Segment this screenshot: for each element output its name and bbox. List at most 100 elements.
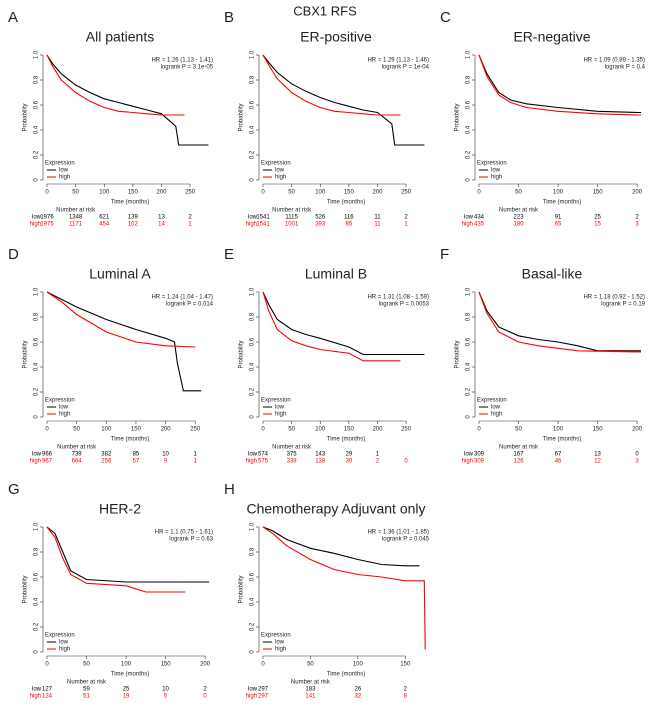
annotation: logrank P = 0.0053 xyxy=(379,302,430,308)
legend-label: high xyxy=(59,175,70,181)
x-tick-label: 200 xyxy=(372,190,383,196)
risk-count: 1348 xyxy=(69,215,83,221)
risk-count: 13 xyxy=(594,452,601,458)
y-tick-label: 0.6 xyxy=(250,572,256,581)
annotation: HR = 1.24 (1.04 - 1.47) xyxy=(151,295,213,301)
panel-title: HER-2 xyxy=(99,501,141,517)
survival-curve xyxy=(478,54,641,116)
y-axis-label: Probability xyxy=(239,340,245,368)
risk-row-label: low xyxy=(464,215,474,221)
risk-count: 3 xyxy=(635,459,639,465)
legend-title: Expression xyxy=(261,161,291,167)
x-tick-label: 0 xyxy=(45,427,49,433)
x-tick-label: 150 xyxy=(128,190,139,196)
risk-count: 15 xyxy=(594,222,601,228)
x-tick-label: 0 xyxy=(261,190,265,196)
y-tick-label: 0 xyxy=(466,178,472,182)
legend-title: Expression xyxy=(477,161,507,167)
x-tick-label: 50 xyxy=(307,662,314,668)
y-tick-label: 1.0 xyxy=(250,522,256,531)
y-tick-label: 0 xyxy=(466,415,472,419)
x-axis-label: Time (months) xyxy=(111,437,149,443)
risk-count: 575 xyxy=(258,459,269,465)
survival-curve xyxy=(46,291,196,348)
y-axis-label: Probability xyxy=(23,575,29,603)
legend-label: low xyxy=(275,640,285,646)
risk-count: 297 xyxy=(258,694,269,700)
legend-title: Expression xyxy=(45,398,75,404)
y-tick-label: 0.6 xyxy=(34,100,40,109)
risk-count: 382 xyxy=(101,452,112,458)
annotation: logrank P = 0.4 xyxy=(605,65,646,71)
panel-title: All patients xyxy=(86,29,154,45)
panel-title: Chemotherapy Adjuvant only xyxy=(247,501,426,517)
legend-label: low xyxy=(59,405,69,411)
risk-count: 26 xyxy=(355,687,362,693)
risk-count: 139 xyxy=(128,215,139,221)
risk-count: 14 xyxy=(158,222,165,228)
risk-title: Number at risk xyxy=(499,445,539,451)
risk-title: Number at risk xyxy=(499,208,539,214)
risk-count: 11 xyxy=(374,215,381,221)
y-tick-label: 1.0 xyxy=(34,522,40,531)
risk-row-label: high xyxy=(30,694,41,700)
risk-title: Number at risk xyxy=(67,680,107,686)
panel-letter: C xyxy=(440,9,451,26)
annotation: logrank P = 0.045 xyxy=(382,537,430,543)
risk-count: 57 xyxy=(133,459,140,465)
x-tick-label: 150 xyxy=(593,427,604,433)
risk-count: 1171 xyxy=(69,222,83,228)
panel-letter: A xyxy=(8,9,18,26)
y-tick-label: 0.8 xyxy=(466,75,472,84)
figure-title: CBX1 RFS xyxy=(293,3,357,18)
x-tick-label: 50 xyxy=(288,427,295,433)
legend-label: high xyxy=(491,175,502,181)
y-tick-label: 0.2 xyxy=(466,150,472,159)
y-tick-label: 0.8 xyxy=(34,75,40,84)
y-tick-label: 0.6 xyxy=(34,572,40,581)
y-tick-label: 0.2 xyxy=(34,387,40,396)
risk-count: 1 xyxy=(404,222,408,228)
risk-count: 0 xyxy=(404,459,408,465)
x-tick-label: 0 xyxy=(261,662,265,668)
risk-count: 29 xyxy=(346,452,353,458)
x-tick-label: 150 xyxy=(131,427,142,433)
risk-title: Number at risk xyxy=(57,445,97,451)
x-tick-label: 100 xyxy=(121,662,132,668)
annotation: logrank P = 1e-04 xyxy=(382,65,430,71)
y-axis-label: Probability xyxy=(455,103,461,131)
panel-letter: F xyxy=(440,246,449,263)
risk-count: 375 xyxy=(287,452,298,458)
risk-row-label: high xyxy=(30,222,41,228)
x-tick-label: 0 xyxy=(477,190,481,196)
x-tick-label: 200 xyxy=(632,427,643,433)
risk-title: Number at risk xyxy=(56,208,96,214)
risk-count: 5 xyxy=(164,694,168,700)
y-tick-label: 0.4 xyxy=(34,362,40,371)
risk-count: 1976 xyxy=(40,215,54,221)
y-tick-label: 0 xyxy=(250,650,256,654)
y-tick-label: 1.0 xyxy=(250,287,256,296)
survival-curve xyxy=(46,526,209,583)
annotation: logrank P = 3.1e-05 xyxy=(161,65,214,71)
x-axis-label: Time (months) xyxy=(327,672,365,678)
risk-row-label: low xyxy=(464,452,474,458)
risk-count: 1001 xyxy=(285,222,299,228)
risk-count: 10 xyxy=(162,687,169,693)
risk-count: 2 xyxy=(404,215,408,221)
x-tick-label: 200 xyxy=(372,427,383,433)
risk-count: 13 xyxy=(158,215,165,221)
risk-count: 1 xyxy=(376,452,380,458)
risk-row-label: high xyxy=(246,222,257,228)
y-tick-label: 0.4 xyxy=(34,597,40,606)
risk-count: 91 xyxy=(555,215,562,221)
legend-label: high xyxy=(491,412,502,418)
y-tick-label: 0.2 xyxy=(34,150,40,159)
survival-curve xyxy=(262,526,426,650)
y-tick-label: 0.2 xyxy=(250,622,256,631)
panel-letter: G xyxy=(8,481,20,498)
risk-count: 309 xyxy=(474,459,485,465)
annotation: logrank P = 0.19 xyxy=(601,302,645,308)
legend-title: Expression xyxy=(261,398,291,404)
x-tick-label: 0 xyxy=(45,190,49,196)
